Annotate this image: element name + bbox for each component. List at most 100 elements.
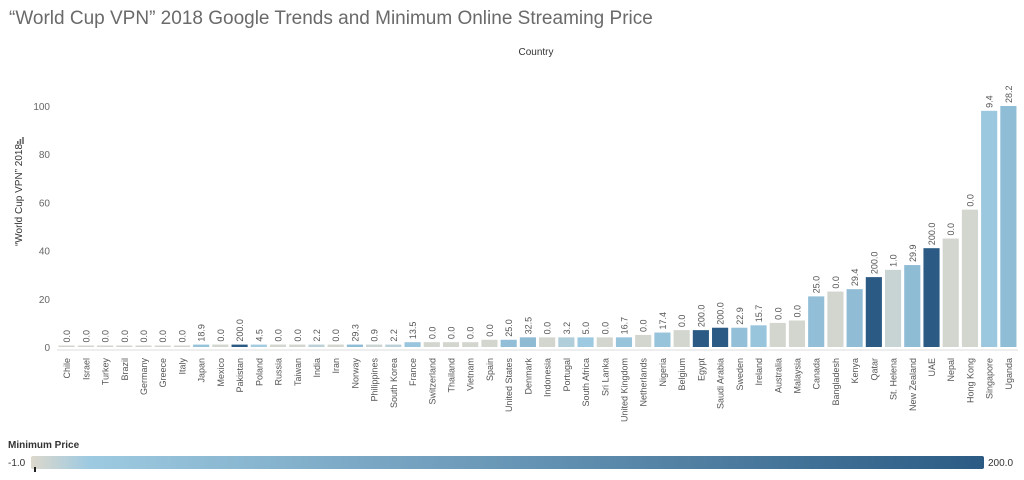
- bar-chile[interactable]: [58, 345, 75, 348]
- category-label: Ireland: [754, 358, 764, 386]
- data-label: 0.0: [101, 330, 111, 343]
- category-label: Kenya: [850, 358, 860, 384]
- bar-chart: Country “World Cup VPN” 2018 0 20 40 60 80 10…: [14, 47, 1018, 422]
- category-label: Iran: [331, 358, 341, 374]
- bar-sweden[interactable]: [731, 327, 748, 347]
- bar-bangladesh[interactable]: [827, 291, 844, 347]
- bar-netherlands[interactable]: [635, 334, 652, 347]
- category-label: Sweden: [735, 358, 745, 391]
- category-label: Hong Kong: [965, 358, 975, 403]
- bar-ireland[interactable]: [750, 325, 767, 347]
- bar-sri-lanka[interactable]: [596, 337, 613, 347]
- bar-italy[interactable]: [173, 345, 190, 348]
- data-label: 32.5: [523, 317, 533, 335]
- category-label: Philippines: [370, 358, 380, 402]
- bar-russia[interactable]: [269, 344, 287, 347]
- y-axis-sort-icon[interactable]: [17, 137, 24, 144]
- category-label: Norway: [350, 358, 360, 389]
- bar-switzerland[interactable]: [423, 342, 440, 347]
- bar-nepal[interactable]: [942, 238, 959, 347]
- data-label: 200.0: [927, 223, 937, 246]
- category-label: Bangladesh: [831, 358, 841, 406]
- data-label: 200.0: [696, 305, 706, 328]
- bar-japan[interactable]: [193, 344, 210, 347]
- bar-hong-kong[interactable]: [961, 209, 979, 347]
- bar-greece[interactable]: [154, 345, 171, 348]
- x-axis-label: Country: [518, 47, 553, 58]
- data-label: 0.0: [139, 330, 149, 343]
- data-label: 0.0: [600, 322, 610, 335]
- legend-min-label: -1.0: [8, 458, 26, 469]
- bar-south-africa[interactable]: [577, 337, 594, 347]
- bar-denmark[interactable]: [519, 337, 536, 347]
- bar-egypt[interactable]: [692, 330, 709, 347]
- data-label: 0.0: [485, 324, 495, 337]
- bar-malaysia[interactable]: [788, 320, 806, 347]
- bar-south-korea[interactable]: [385, 344, 402, 347]
- data-label: 0.0: [81, 330, 91, 343]
- bar-united-states[interactable]: [500, 339, 517, 347]
- data-label: 200.0: [869, 252, 879, 275]
- bar-belgium[interactable]: [673, 330, 690, 347]
- category-label: Egypt: [696, 358, 706, 382]
- category-label: Netherlands: [639, 358, 649, 407]
- bar-saudi-arabia[interactable]: [712, 327, 729, 347]
- bar-qatar[interactable]: [865, 277, 882, 347]
- category-label: United Kingdom: [619, 358, 629, 422]
- data-label: 18.9: [197, 324, 207, 342]
- bar-new-zealand[interactable]: [904, 265, 921, 347]
- data-label: 4.5: [254, 329, 264, 342]
- data-label: 25.0: [504, 319, 514, 337]
- y-tick-label: 60: [39, 198, 51, 209]
- y-tick-label: 100: [33, 102, 50, 113]
- bar-brazil[interactable]: [116, 345, 133, 348]
- bar-philippines[interactable]: [366, 344, 383, 347]
- bar-canada[interactable]: [808, 296, 825, 347]
- data-label: 28.2: [1004, 85, 1014, 103]
- bar-israel[interactable]: [77, 345, 94, 348]
- data-label: 0.0: [831, 276, 841, 289]
- bar-iran[interactable]: [327, 344, 344, 347]
- bar-vietnam[interactable]: [462, 342, 479, 347]
- category-label: Pakistan: [235, 358, 245, 393]
- bar-kenya[interactable]: [846, 289, 863, 347]
- bar-singapore[interactable]: [981, 110, 998, 347]
- bar-nigeria[interactable]: [654, 332, 671, 347]
- data-label: 2.2: [312, 329, 322, 342]
- bar-spain[interactable]: [481, 339, 498, 347]
- category-label: St. Helena: [889, 358, 899, 400]
- legend-title: Minimum Price: [8, 440, 80, 451]
- bar-indonesia[interactable]: [539, 337, 556, 347]
- data-label: 5.0: [581, 322, 591, 335]
- bar-uganda[interactable]: [1000, 106, 1017, 347]
- bar-portugal[interactable]: [558, 337, 575, 347]
- bar-turkey[interactable]: [96, 345, 114, 348]
- category-label: Switzerland: [427, 358, 437, 405]
- bar-australia[interactable]: [769, 322, 786, 347]
- data-label: 29.4: [850, 269, 860, 287]
- data-label: 0.0: [331, 329, 341, 342]
- bar-taiwan[interactable]: [289, 344, 306, 347]
- category-label: Vietnam: [466, 358, 476, 391]
- bar-france[interactable]: [404, 342, 421, 347]
- data-label: 13.5: [408, 322, 418, 340]
- bar-poland[interactable]: [250, 344, 267, 347]
- category-label: Turkey: [101, 358, 111, 386]
- y-tick-label: 20: [39, 295, 51, 306]
- bar-germany[interactable]: [135, 345, 152, 348]
- bar-uae[interactable]: [923, 248, 940, 347]
- legend-color-ramp[interactable]: [31, 456, 984, 469]
- bar-norway[interactable]: [346, 344, 363, 347]
- category-label: Thailand: [447, 358, 457, 393]
- category-label: Qatar: [869, 358, 879, 381]
- bar-thailand[interactable]: [442, 342, 460, 347]
- category-label: Germany: [139, 358, 149, 396]
- bar-mexico[interactable]: [212, 344, 229, 347]
- y-tick-label: 80: [39, 150, 51, 161]
- bar-united-kingdom[interactable]: [615, 337, 633, 347]
- category-label: Portugal: [562, 358, 572, 392]
- bar-india[interactable]: [308, 344, 325, 347]
- bar-st-helena[interactable]: [885, 269, 902, 347]
- data-label: 0.0: [216, 329, 226, 342]
- bar-pakistan[interactable]: [231, 344, 248, 347]
